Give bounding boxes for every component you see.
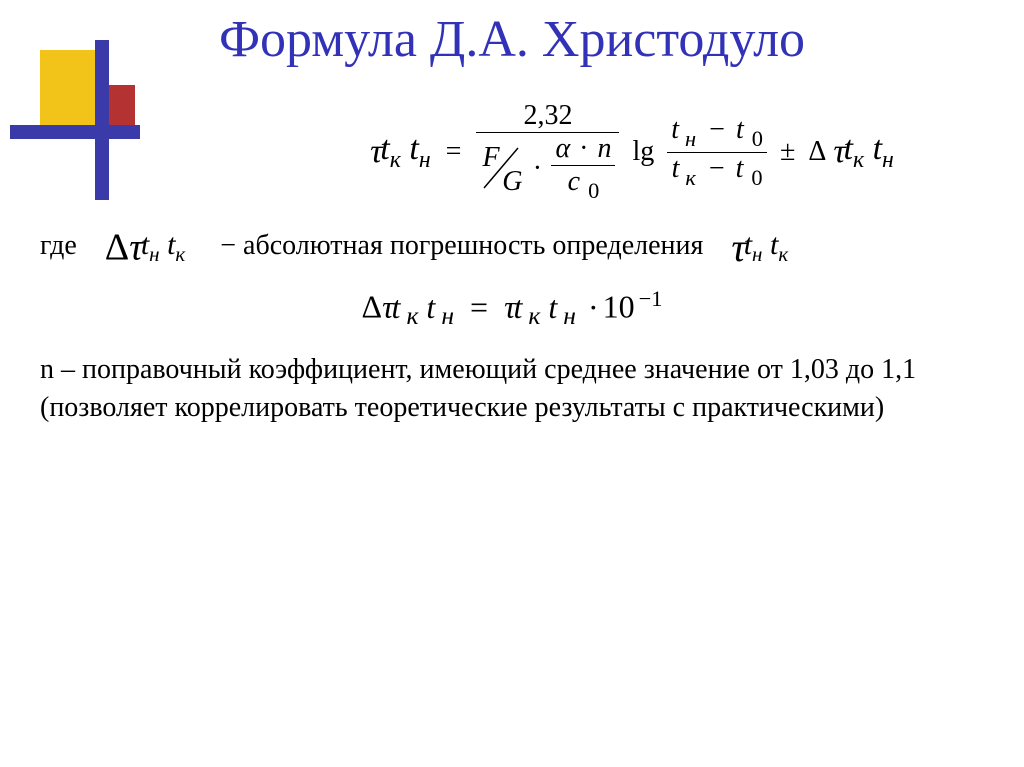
- minus-bot: −: [709, 153, 725, 184]
- where-text: абсолютная погрешность определения: [243, 230, 703, 261]
- alpha-n-over-c0: α · n c0: [551, 133, 615, 204]
- sub-k-bot: к: [679, 165, 701, 190]
- delta-1: Δ: [808, 136, 826, 168]
- where-delta: Δ: [105, 227, 129, 269]
- main-formula: τ tк tн = 2,32 F G ·: [160, 100, 1024, 204]
- f2-sup-k: к: [400, 301, 418, 330]
- f2b-sub-t: t: [548, 289, 557, 325]
- f1-sub-t: t: [409, 130, 418, 167]
- where-label: где: [40, 230, 77, 261]
- sub-0-bot: 0: [743, 165, 762, 190]
- slide: Формула Д.А. Христодуло τ tк tн = 2,32 F: [0, 0, 1024, 767]
- f2b-sup-k: к: [522, 301, 540, 330]
- f1b-sup-k: к: [853, 147, 864, 173]
- f2-eq: =: [462, 289, 496, 325]
- sym-c: c: [568, 166, 580, 197]
- f1-sub-n: н: [419, 147, 431, 173]
- w2-sup-n: н: [752, 242, 762, 266]
- secondary-formula: Δτ tк tн = τ tк tн ·10−1: [40, 286, 984, 331]
- n-description: n – поправочный коэффициент, имеющий сре…: [40, 351, 984, 427]
- slide-body: τ tк tн = 2,32 F G ·: [40, 90, 984, 427]
- w2-sup-t: t: [744, 228, 752, 261]
- f-over-g: F G: [480, 144, 522, 194]
- sub-0-top: 0: [744, 126, 763, 151]
- f2b-sub-n: н: [557, 301, 576, 330]
- t-0-bot: t: [732, 153, 744, 184]
- big-fraction: 2,32 F G · α · n: [476, 100, 619, 204]
- equals-1: =: [438, 136, 470, 168]
- f1b-sub-t: t: [873, 130, 882, 167]
- f1-sup-k: к: [390, 147, 401, 173]
- dot-2: ·: [577, 133, 590, 164]
- f2-exp: −1: [635, 286, 663, 311]
- sym-G: G: [502, 166, 522, 198]
- f2-sub-n: н: [435, 301, 454, 330]
- minus-top: −: [709, 114, 725, 145]
- sym-alpha: α: [555, 133, 570, 164]
- where-dash: −: [220, 230, 236, 261]
- w-sup-n: н: [149, 242, 159, 266]
- f2-dot: ·: [584, 289, 603, 325]
- where-line: где Δτ tн tк − абсолютная погрешность оп…: [40, 224, 984, 271]
- f2-ten: 10: [603, 289, 635, 325]
- sub-n-top: н: [679, 126, 702, 151]
- slide-title: Формула Д.А. Христодуло: [0, 10, 1024, 69]
- w2-sub-k: к: [778, 242, 788, 266]
- f2-sub-t: t: [426, 289, 435, 325]
- f1b-sub-n: н: [882, 147, 894, 173]
- f2-delta: Δ: [362, 289, 383, 325]
- lg: lg: [626, 136, 660, 168]
- log-arg-fraction: tн − t0 tк − t0: [667, 114, 767, 191]
- f1b-sup-t: t: [844, 130, 853, 167]
- w-sup-t: t: [141, 228, 149, 261]
- sub-0-c: 0: [580, 178, 599, 203]
- num-232: 2,32: [523, 100, 572, 131]
- w-sub-k: к: [175, 242, 185, 266]
- plus-minus: ±: [774, 136, 801, 168]
- t-n-top: t: [671, 114, 679, 145]
- f1-sup-t: t: [380, 130, 389, 167]
- sym-n: n: [597, 133, 611, 164]
- t-0-top: t: [732, 114, 744, 145]
- dot-1: ·: [529, 153, 544, 185]
